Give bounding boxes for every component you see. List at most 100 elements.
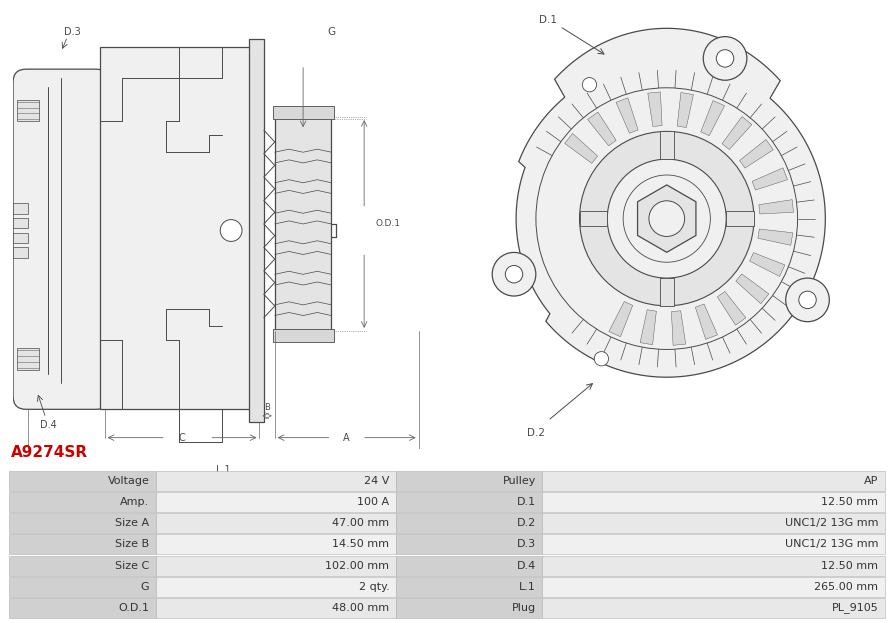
- Bar: [18, 100, 39, 121]
- Bar: [275, 117, 332, 331]
- Polygon shape: [722, 117, 752, 150]
- Circle shape: [703, 37, 747, 80]
- Bar: [156, 556, 396, 576]
- Circle shape: [799, 291, 816, 308]
- Polygon shape: [701, 100, 725, 136]
- Text: 12.50 mm: 12.50 mm: [821, 561, 878, 571]
- Polygon shape: [609, 302, 633, 336]
- Bar: [156, 598, 396, 618]
- Bar: [396, 513, 542, 533]
- Bar: [18, 348, 39, 370]
- Text: L.1: L.1: [519, 582, 536, 592]
- Circle shape: [580, 131, 754, 306]
- Polygon shape: [695, 304, 717, 340]
- Text: 48.00 mm: 48.00 mm: [332, 603, 389, 613]
- Text: D.3: D.3: [517, 540, 536, 549]
- Text: 12.50 mm: 12.50 mm: [821, 497, 878, 507]
- FancyBboxPatch shape: [13, 69, 109, 409]
- Bar: [156, 471, 396, 491]
- Bar: [542, 535, 885, 554]
- Bar: [542, 471, 885, 491]
- Polygon shape: [757, 229, 793, 245]
- Text: O.D.1: O.D.1: [375, 219, 400, 229]
- Text: 100 A: 100 A: [357, 497, 389, 507]
- Polygon shape: [616, 98, 638, 133]
- Bar: [9, 556, 156, 576]
- Bar: [542, 598, 885, 618]
- Bar: [542, 513, 885, 533]
- Polygon shape: [677, 93, 693, 128]
- Bar: [156, 535, 396, 554]
- Text: D.3: D.3: [64, 27, 80, 37]
- Text: UNC1/2 13G mm: UNC1/2 13G mm: [785, 540, 878, 549]
- Bar: [396, 556, 542, 576]
- Text: 14.50 mm: 14.50 mm: [332, 540, 389, 549]
- Polygon shape: [660, 278, 674, 306]
- Bar: [9, 513, 156, 533]
- Text: Amp.: Amp.: [120, 497, 149, 507]
- Polygon shape: [640, 310, 656, 345]
- Bar: [542, 577, 885, 597]
- Text: Size A: Size A: [116, 518, 149, 528]
- Circle shape: [536, 88, 797, 350]
- Text: Plug: Plug: [512, 603, 536, 613]
- Bar: [249, 39, 264, 422]
- Circle shape: [786, 278, 829, 321]
- Text: B: B: [264, 402, 270, 412]
- Polygon shape: [726, 211, 754, 226]
- Text: C: C: [179, 432, 186, 443]
- Circle shape: [649, 201, 685, 237]
- Polygon shape: [717, 292, 746, 325]
- Bar: [13, 218, 28, 229]
- Polygon shape: [588, 112, 616, 146]
- Bar: [396, 577, 542, 597]
- Text: 2 qty.: 2 qty.: [358, 582, 389, 592]
- Bar: [396, 492, 542, 512]
- Bar: [9, 577, 156, 597]
- Text: 24 V: 24 V: [364, 476, 389, 486]
- Polygon shape: [736, 274, 769, 304]
- Bar: [273, 107, 333, 120]
- Bar: [156, 492, 396, 512]
- Bar: [156, 577, 396, 597]
- Text: A: A: [343, 432, 350, 443]
- Polygon shape: [752, 168, 788, 190]
- Text: Pulley: Pulley: [502, 476, 536, 486]
- Text: PL_9105: PL_9105: [831, 602, 878, 613]
- Text: D.1: D.1: [539, 16, 557, 26]
- Polygon shape: [749, 252, 785, 277]
- Polygon shape: [671, 311, 685, 345]
- Text: L.1: L.1: [216, 465, 230, 475]
- Bar: [9, 471, 156, 491]
- Circle shape: [717, 50, 733, 67]
- Polygon shape: [565, 133, 597, 163]
- Bar: [396, 598, 542, 618]
- Text: AP: AP: [864, 476, 878, 486]
- Bar: [9, 535, 156, 554]
- Text: UNC1/2 13G mm: UNC1/2 13G mm: [785, 518, 878, 528]
- Text: G: G: [327, 27, 335, 37]
- Circle shape: [220, 220, 242, 241]
- Polygon shape: [740, 140, 773, 168]
- Text: D.4: D.4: [40, 419, 56, 430]
- Text: Size B: Size B: [116, 540, 149, 549]
- Polygon shape: [580, 211, 607, 226]
- Bar: [542, 556, 885, 576]
- Bar: [156, 513, 396, 533]
- Text: 47.00 mm: 47.00 mm: [332, 518, 389, 528]
- Text: D.2: D.2: [527, 428, 545, 438]
- Circle shape: [607, 159, 726, 278]
- Bar: [273, 329, 333, 341]
- Polygon shape: [637, 185, 696, 252]
- Bar: [13, 247, 28, 257]
- Circle shape: [594, 351, 609, 366]
- Polygon shape: [660, 131, 674, 159]
- Bar: [9, 598, 156, 618]
- Polygon shape: [648, 92, 662, 126]
- Circle shape: [505, 265, 523, 283]
- Bar: [9, 492, 156, 512]
- Bar: [13, 204, 28, 214]
- Text: 265.00 mm: 265.00 mm: [814, 582, 878, 592]
- Text: D.1: D.1: [517, 497, 536, 507]
- Bar: [100, 47, 253, 409]
